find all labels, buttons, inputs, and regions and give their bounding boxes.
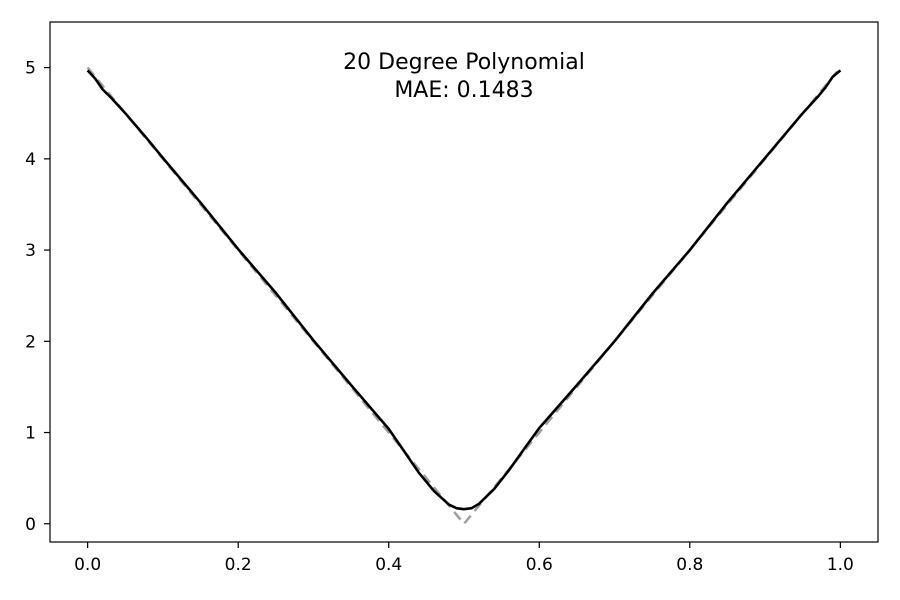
y-tick-label: 3 bbox=[25, 241, 36, 261]
plot-area bbox=[50, 22, 878, 542]
x-axis: 0.0 0.2 0.4 0.6 0.8 1.0 bbox=[74, 542, 854, 575]
x-tick-label: 1.0 bbox=[827, 555, 854, 575]
y-tick-label: 4 bbox=[25, 150, 36, 170]
x-tick-label: 0.8 bbox=[676, 555, 703, 575]
x-tick-label: 0.6 bbox=[526, 555, 553, 575]
chart-subtitle: MAE: 0.1483 bbox=[394, 78, 533, 103]
y-tick-label: 5 bbox=[25, 59, 36, 79]
x-tick-label: 0.0 bbox=[74, 555, 101, 575]
plot-frame bbox=[49, 21, 879, 543]
fit-line bbox=[86, 69, 842, 511]
y-tick-label: 1 bbox=[25, 424, 36, 444]
x-tick-label: 0.2 bbox=[225, 555, 252, 575]
y-tick-label: 0 bbox=[25, 515, 36, 535]
y-axis: 0 1 2 3 4 5 bbox=[25, 59, 50, 535]
y-tick-label: 2 bbox=[25, 332, 36, 352]
x-tick-label: 0.4 bbox=[375, 555, 402, 575]
chart-title: 20 Degree Polynomial bbox=[343, 50, 585, 75]
series-layer bbox=[86, 66, 842, 526]
